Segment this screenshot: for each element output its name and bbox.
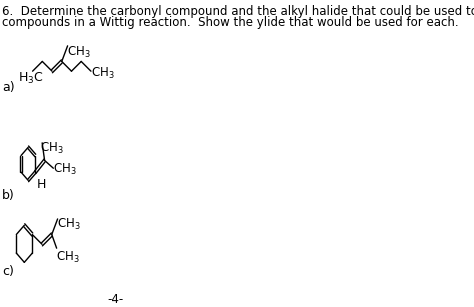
Text: $\mathregular{CH_3}$: $\mathregular{CH_3}$ [67,45,91,60]
Text: $\mathregular{H_3C}$: $\mathregular{H_3C}$ [18,71,44,86]
Text: b): b) [2,189,15,202]
Text: c): c) [2,265,14,278]
Text: 6.  Determine the carbonyl compound and the alkyl halide that could be used to p: 6. Determine the carbonyl compound and t… [2,5,474,18]
Text: $\mathregular{CH_3}$: $\mathregular{CH_3}$ [40,141,64,156]
Text: H: H [36,178,46,191]
Text: -4-: -4- [107,293,123,305]
Text: $\mathregular{CH_3}$: $\mathregular{CH_3}$ [56,217,80,232]
Text: $\mathregular{CH_3}$: $\mathregular{CH_3}$ [55,250,79,265]
Text: $\mathregular{CH_3}$: $\mathregular{CH_3}$ [91,66,115,81]
Text: a): a) [2,81,15,94]
Text: $\mathregular{CH_3}$: $\mathregular{CH_3}$ [54,162,77,177]
Text: compounds in a Wittig reaction.  Show the ylide that would be used for each.: compounds in a Wittig reaction. Show the… [2,16,458,29]
